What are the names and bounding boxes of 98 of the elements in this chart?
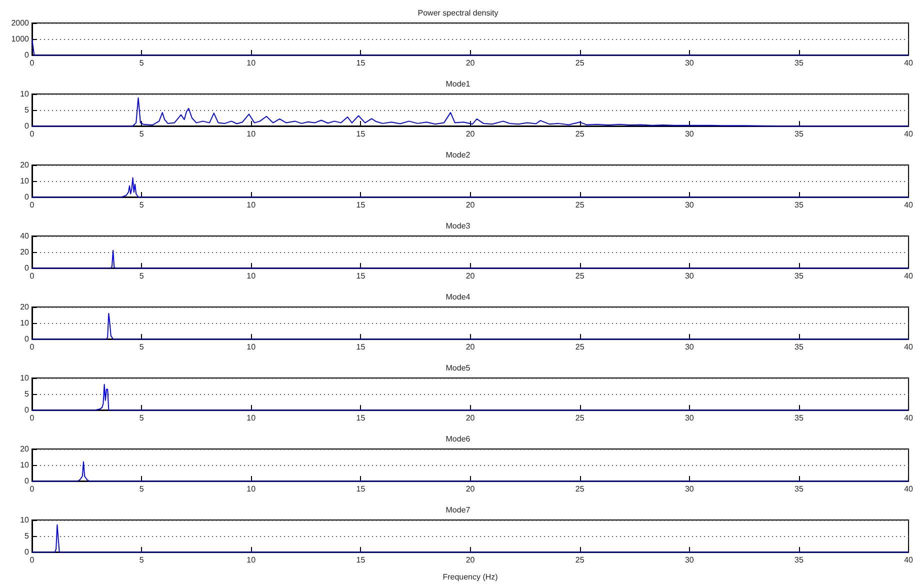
x-tick-label: 20 [466, 556, 476, 564]
chart-title: Mode2 [446, 150, 471, 160]
y-tick-label: 10 [20, 460, 30, 470]
x-tick-label: 20 [466, 272, 476, 280]
chart-title: Mode4 [446, 292, 471, 302]
y-tick-label: 20 [20, 248, 30, 256]
x-tick-label: 15 [356, 58, 366, 68]
x-tick-label: 40 [904, 58, 914, 68]
y-tick-label: 5 [24, 390, 30, 398]
chart-title: Mode6 [446, 434, 471, 444]
x-tick-label: 10 [246, 272, 256, 280]
x-tick-label: 40 [904, 130, 914, 138]
x-tick-label: 20 [466, 58, 476, 68]
x-tick-label: 5 [139, 272, 144, 280]
y-tick-label: 0 [24, 50, 30, 60]
x-tick-label: 35 [794, 272, 804, 280]
x-tick-label: 5 [139, 414, 144, 422]
x-tick-label: 25 [575, 272, 585, 280]
y-tick-label: 10 [20, 318, 30, 328]
x-tick-label: 5 [139, 342, 144, 352]
x-tick-label: 40 [904, 342, 914, 352]
y-tick-label: 0 [24, 476, 30, 486]
x-tick-label: 35 [794, 484, 804, 494]
x-tick-label: 30 [684, 556, 694, 564]
y-tick-label: 1000 [11, 34, 30, 44]
line-series [32, 97, 910, 126]
x-tick-label: 15 [356, 484, 366, 494]
x-tick-label: 40 [904, 484, 914, 494]
x-tick-label: 35 [794, 556, 804, 564]
x-tick-label: 20 [466, 414, 476, 422]
x-tick-label: 40 [904, 200, 914, 210]
x-tick-label: 25 [575, 130, 585, 138]
y-tick-label: 0 [24, 122, 30, 130]
x-tick-label: 25 [575, 556, 585, 564]
x-tick-label: 15 [356, 556, 366, 564]
x-tick-label: 30 [684, 200, 694, 210]
x-tick-label: 20 [466, 484, 476, 494]
x-tick-label: 15 [356, 200, 366, 210]
x-tick-label: 35 [794, 342, 804, 352]
chart-title: Mode3 [446, 222, 471, 230]
x-tick-label: 20 [466, 130, 476, 138]
y-tick-label: 0 [24, 334, 30, 344]
x-tick-label: 35 [794, 130, 804, 138]
x-tick-label: 15 [356, 130, 366, 138]
x-tick-label: 25 [575, 414, 585, 422]
x-tick-label: 20 [466, 200, 476, 210]
chart-title: Mode7 [446, 506, 471, 514]
x-tick-label: 20 [466, 342, 476, 352]
x-tick-label: 10 [246, 484, 256, 494]
x-tick-label: 15 [356, 272, 366, 280]
x-tick-label: 35 [794, 200, 804, 210]
x-tick-label: 5 [139, 58, 144, 68]
y-tick-label: 0 [24, 548, 30, 556]
y-tick-label: 0 [24, 192, 30, 202]
x-tick-label: 10 [246, 200, 256, 210]
y-tick-label: 20 [20, 302, 30, 312]
x-tick-label: 40 [904, 556, 914, 564]
x-tick-label: 35 [794, 58, 804, 68]
x-tick-label: 10 [246, 130, 256, 138]
chart-title: Power spectral density [418, 8, 498, 18]
x-tick-label: 25 [575, 342, 585, 352]
x-tick-label: 30 [684, 484, 694, 494]
chart-title: Mode1 [446, 80, 471, 88]
x-tick-label: 25 [575, 58, 585, 68]
x-tick-label: 30 [684, 58, 694, 68]
x-tick-label: 10 [246, 414, 256, 422]
y-tick-label: 20 [20, 444, 30, 454]
y-tick-label: 0 [24, 264, 30, 272]
x-tick-label: 10 [246, 556, 256, 564]
x-tick-label: 15 [356, 342, 366, 352]
chart-title: Mode5 [446, 364, 471, 372]
y-tick-label: 40 [20, 232, 30, 240]
y-tick-label: 10 [20, 374, 30, 382]
x-tick-label: 30 [684, 414, 694, 422]
x-tick-label: 40 [904, 414, 914, 422]
x-tick-label: 10 [246, 58, 256, 68]
y-tick-label: 5 [24, 106, 30, 114]
x-tick-label: 15 [356, 414, 366, 422]
x-tick-label: 5 [139, 130, 144, 138]
x-tick-label: 5 [139, 556, 144, 564]
x-tick-label: 25 [575, 484, 585, 494]
y-tick-label: 2000 [11, 18, 30, 28]
x-tick-label: 30 [684, 272, 694, 280]
y-tick-label: 0 [24, 406, 30, 414]
y-tick-label: 10 [20, 90, 30, 98]
y-tick-label: 20 [20, 160, 30, 170]
x-tick-label: 35 [794, 414, 804, 422]
x-tick-label: 25 [575, 200, 585, 210]
x-tick-label: 30 [684, 342, 694, 352]
x-tick-label: 30 [684, 130, 694, 138]
x-tick-label: 40 [904, 272, 914, 280]
x-axis-title: Frequency (Hz) [442, 572, 498, 582]
y-tick-label: 10 [20, 516, 30, 524]
x-tick-label: 5 [139, 484, 144, 494]
x-tick-label: 5 [139, 200, 144, 210]
y-tick-label: 10 [20, 176, 30, 186]
y-tick-label: 5 [24, 532, 30, 540]
x-tick-label: 10 [246, 342, 256, 352]
